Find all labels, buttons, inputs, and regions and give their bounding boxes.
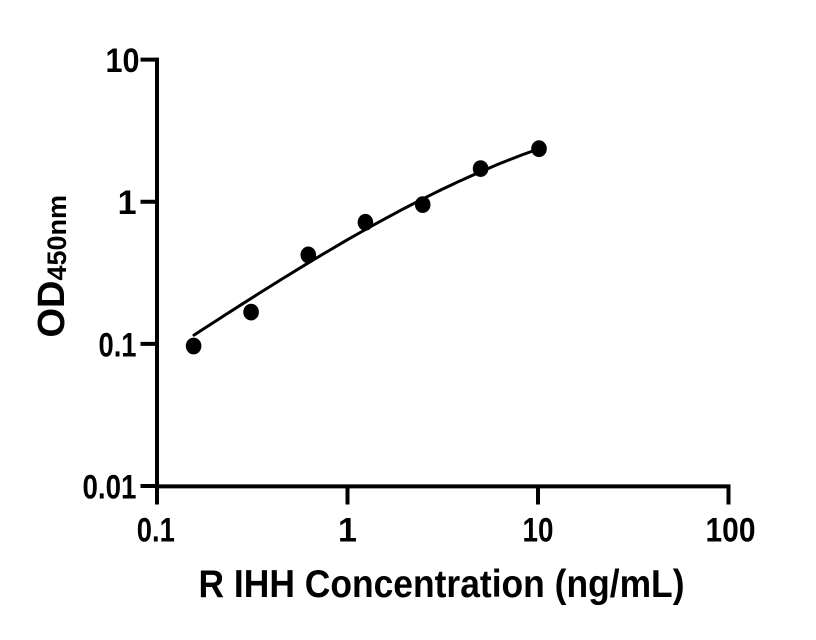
svg-text:10: 10: [523, 512, 554, 550]
svg-text:10: 10: [106, 42, 140, 80]
svg-text:R IHH Concentration (ng/mL): R IHH Concentration (ng/mL): [199, 563, 685, 606]
svg-text:0.1: 0.1: [99, 326, 137, 364]
svg-text:1: 1: [118, 184, 137, 222]
svg-text:OD450nm: OD450nm: [31, 195, 73, 338]
svg-text:0.1: 0.1: [137, 512, 175, 550]
svg-text:100: 100: [706, 512, 756, 550]
svg-text:0.01: 0.01: [83, 469, 137, 507]
svg-text:1: 1: [338, 512, 357, 550]
